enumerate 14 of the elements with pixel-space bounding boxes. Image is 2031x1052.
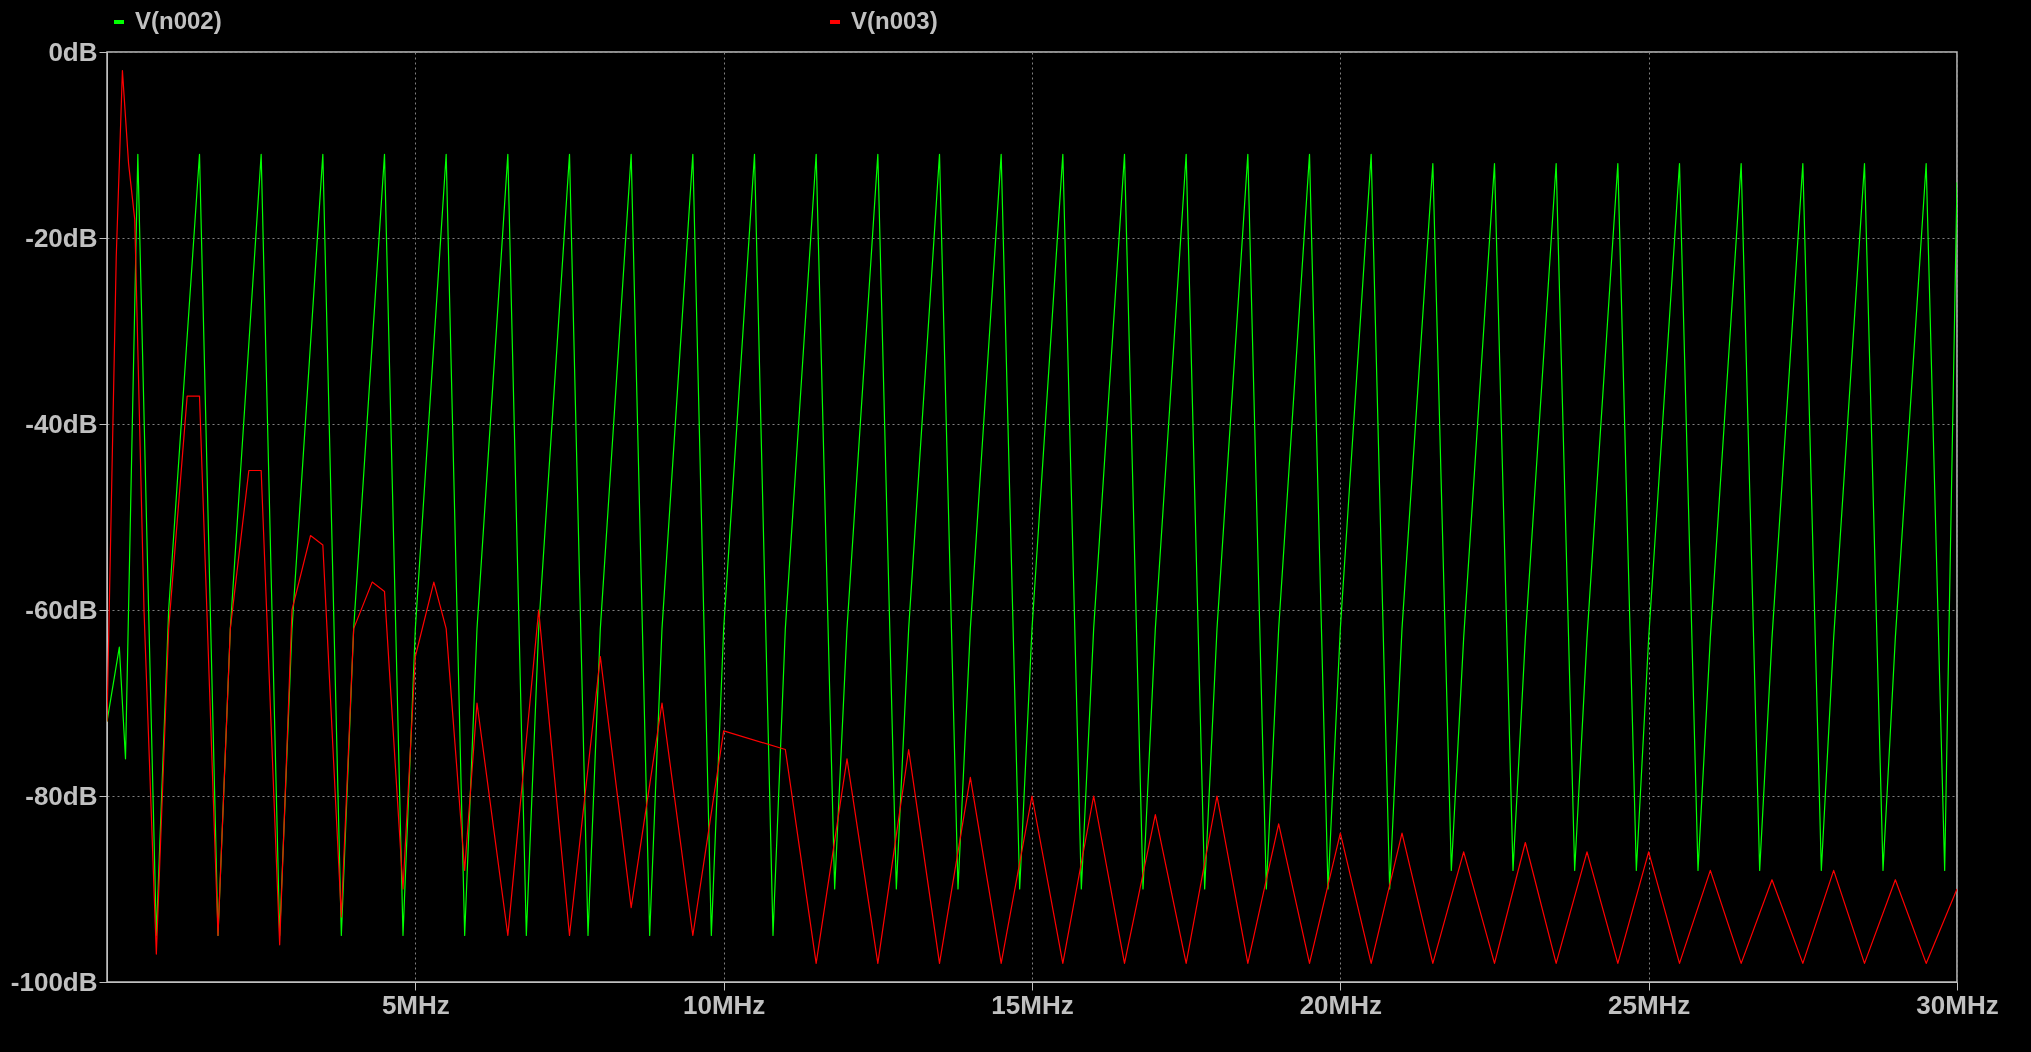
y-tick-label: -80dB (25, 780, 98, 811)
x-tick-label: 20MHz (1299, 989, 1383, 1020)
legend-label: V(n003) (851, 7, 938, 34)
y-tick-label: -60dB (25, 594, 98, 625)
x-tick-label: 10MHz (682, 989, 766, 1020)
y-tick-label: -20dB (25, 222, 98, 253)
x-tick-label: 15MHz (991, 989, 1074, 1020)
x-tick-label: 25MHz (1607, 989, 1691, 1020)
legend-label: V(n002) (135, 7, 222, 34)
x-tick-label: 5MHz (381, 989, 450, 1020)
y-tick-label: -100dB (10, 966, 98, 997)
y-tick-label: -40dB (25, 408, 98, 439)
y-tick-label: 0dB (48, 36, 98, 67)
x-tick-label: 30MHz (1916, 989, 1999, 1020)
